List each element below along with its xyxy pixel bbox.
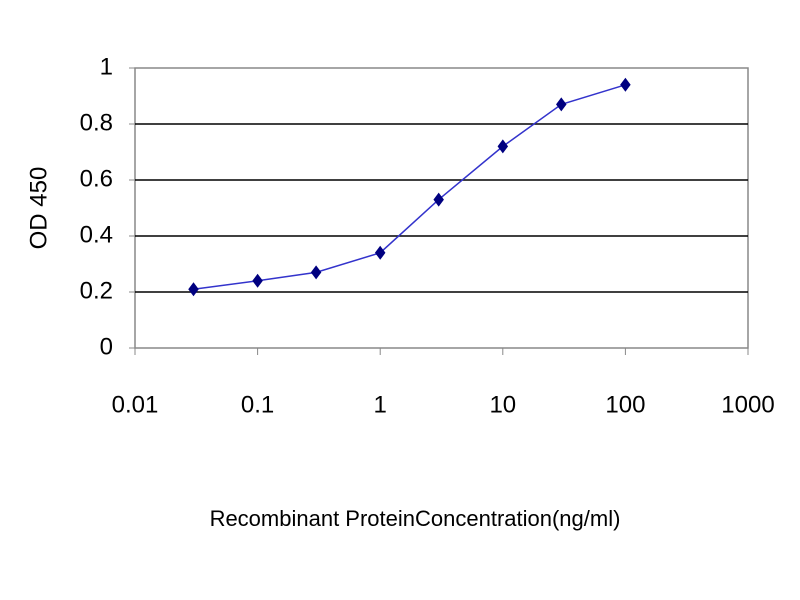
data-point <box>497 139 509 154</box>
y-tick-label: 0.8 <box>80 109 113 136</box>
y-axis-label: OD 450 <box>25 167 52 250</box>
data-point <box>374 245 386 260</box>
data-point <box>252 273 263 288</box>
y-tick-label: 0.4 <box>80 221 113 248</box>
x-tick-label: 10 <box>489 391 516 418</box>
data-point <box>188 282 199 297</box>
y-tick-label: 1 <box>100 53 113 80</box>
x-tick-label: 1000 <box>721 391 774 418</box>
data-point <box>620 77 631 92</box>
data-point <box>556 97 567 112</box>
data-point <box>310 265 322 280</box>
data-line <box>193 84 626 290</box>
y-tick-label: 0.2 <box>80 277 113 304</box>
x-axis-label: Recombinant ProteinConcentration(ng/ml) <box>210 506 621 531</box>
data-point <box>433 192 444 207</box>
y-tick-label: 0.6 <box>80 165 113 192</box>
x-tick-label: 100 <box>605 391 645 418</box>
y-tick-label: 0 <box>100 333 113 360</box>
x-tick-label: 1 <box>374 391 387 418</box>
x-tick-label: 0.01 <box>112 391 159 418</box>
plot-area <box>134 67 749 349</box>
x-tick-label: 0.1 <box>241 391 274 418</box>
